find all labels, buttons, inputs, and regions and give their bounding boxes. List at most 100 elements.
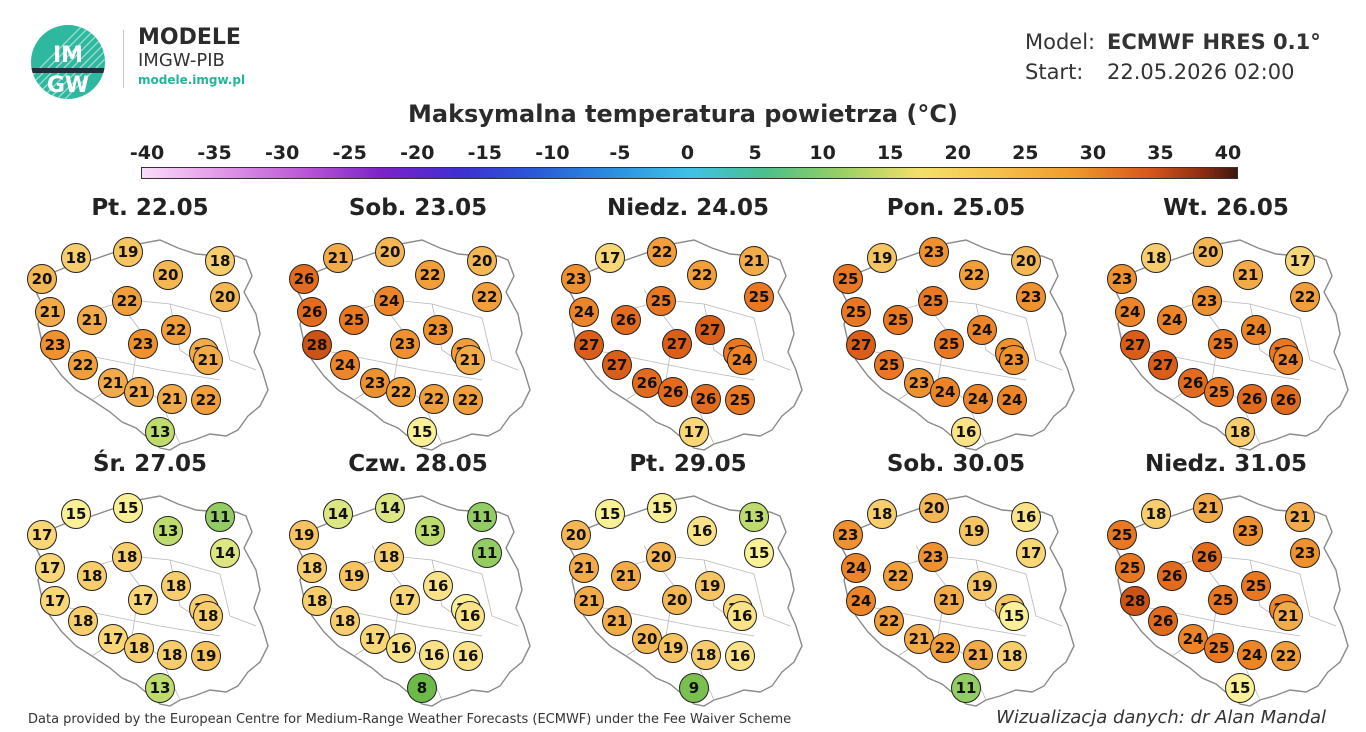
temperature-marker: 22	[112, 286, 142, 316]
temperature-marker: 15	[61, 499, 91, 529]
temperature-marker: 21	[963, 640, 993, 670]
temperature-marker: 26	[1237, 384, 1267, 414]
temperature-marker: 20	[919, 493, 949, 523]
temperature-marker: 24	[374, 286, 404, 316]
temperature-marker: 26	[1178, 368, 1208, 398]
temperature-marker: 25	[918, 286, 948, 316]
temperature-marker: 16	[951, 417, 981, 447]
temperature-marker: 22	[161, 315, 191, 345]
temperature-marker: 21	[323, 243, 353, 273]
temperature-marker: 24	[1241, 315, 1271, 345]
temperature-marker: 18	[161, 571, 191, 601]
temperature-marker: 27	[1148, 350, 1178, 380]
temperature-marker: 27	[1120, 330, 1150, 360]
day-map: 1515171311181417181817171818181718181913	[20, 486, 270, 714]
temperature-marker: 27	[695, 315, 725, 345]
temperature-marker: 22	[419, 384, 449, 414]
imgw-logo: IM GW	[30, 24, 106, 100]
model-label: Model:	[1025, 30, 1096, 54]
scale-tick-label: 5	[748, 142, 762, 164]
temperature-marker: 19	[959, 516, 989, 546]
temperature-marker: 20	[375, 237, 405, 267]
temperature-marker: 18	[77, 561, 107, 591]
temperature-marker: 21	[602, 606, 632, 636]
temperature-marker: 25	[646, 286, 676, 316]
logo-divider	[123, 30, 124, 88]
temperature-marker: 23	[1192, 286, 1222, 316]
temperature-marker: 25	[1115, 553, 1145, 583]
temperature-marker: 11	[205, 502, 235, 532]
temperature-marker: 22	[959, 260, 989, 290]
brand-subtitle: IMGW-PIB	[138, 50, 225, 71]
temperature-marker: 13	[145, 673, 175, 703]
brand-url[interactable]: modele.imgw.pl	[138, 73, 246, 87]
temperature-marker: 25	[1204, 633, 1234, 663]
temperature-marker: 24	[727, 345, 757, 375]
temperature-marker: 17	[595, 243, 625, 273]
region-border	[1159, 555, 1301, 575]
temperature-marker: 16	[725, 641, 755, 671]
scale-tick-label: 10	[809, 142, 836, 164]
temperature-marker: 11	[472, 538, 502, 568]
region-border	[753, 573, 791, 627]
brand-title: MODELE	[138, 25, 241, 50]
temperature-marker: 11	[467, 502, 497, 532]
temperature-marker: 19	[695, 571, 725, 601]
day-map: 1821252321262325262528252421262425242215	[1100, 486, 1350, 714]
temperature-marker: 13	[415, 516, 445, 546]
region-border	[753, 317, 791, 371]
temperature-marker: 21	[77, 305, 107, 335]
temperature-marker: 22	[687, 260, 717, 290]
day-title: Śr. 27.05	[92, 451, 208, 477]
temperature-marker: 24	[846, 586, 876, 616]
day-title: Pt. 22.05	[91, 195, 209, 221]
temperature-marker: 18	[330, 606, 360, 636]
temperature-marker: 22	[1271, 641, 1301, 671]
region-border	[219, 317, 257, 371]
temperature-marker: 24	[569, 297, 599, 327]
temperature-marker: 28	[302, 330, 332, 360]
temperature-marker: 17	[40, 586, 70, 616]
temperature-marker: 19	[113, 237, 143, 267]
temperature-marker: 24	[1157, 305, 1187, 335]
temperature-marker: 17	[1016, 538, 1046, 568]
temperature-marker: 23	[561, 264, 591, 294]
temperature-marker: 15	[647, 493, 677, 523]
scale-tick-label: 35	[1147, 142, 1174, 164]
logo-text-bottom: GW	[47, 73, 89, 98]
temperature-marker: 13	[739, 502, 769, 532]
temperature-marker: 21	[1285, 502, 1315, 532]
temperature-marker: 25	[1208, 329, 1238, 359]
day-map: 141419131118111819161817151618171616168	[282, 486, 532, 714]
day-map: 1819202018222021212223232121222121212213	[20, 230, 270, 458]
day-title: Pon. 25.05	[886, 195, 1026, 221]
temperature-marker: 16	[455, 601, 485, 631]
visualization-credit: Wizualizacja danych: dr Alan Mandal	[996, 707, 1326, 728]
temperature-marker: 24	[967, 315, 997, 345]
temperature-marker: 18	[1141, 243, 1171, 273]
temperature-marker: 18	[124, 633, 154, 663]
temperature-marker: 25	[883, 305, 913, 335]
temperature-marker: 18	[997, 641, 1027, 671]
temperature-marker: 22	[930, 633, 960, 663]
temperature-marker: 26	[632, 368, 662, 398]
day-title: Czw. 28.05	[348, 451, 488, 477]
temperature-marker: 18	[1141, 499, 1171, 529]
temperature-marker: 22	[1290, 282, 1320, 312]
scale-tick-label: 40	[1214, 142, 1242, 164]
temperature-marker: 26	[658, 377, 688, 407]
temperature-marker: 13	[145, 417, 175, 447]
scale-tick-label: -15	[467, 142, 502, 164]
temperature-marker: 16	[419, 640, 449, 670]
temperature-marker: 18	[193, 601, 223, 631]
temperature-marker: 25	[1107, 520, 1137, 550]
temperature-marker: 24	[841, 553, 871, 583]
temperature-marker: 18	[157, 640, 187, 670]
temperature-marker: 27	[574, 330, 604, 360]
day-title: Niedz. 24.05	[606, 195, 770, 221]
region-border	[885, 555, 1027, 575]
temperature-marker: 22	[415, 260, 445, 290]
color-scale-labels: -40 -35 -30 -25 -20 -15 -10 -5 0 5 10 15 20 25 30 35 40	[0, 142, 1366, 166]
scale-tick-label: -5	[609, 142, 631, 164]
day-map: 1820231916231724221924211915222122211811	[826, 486, 1076, 714]
